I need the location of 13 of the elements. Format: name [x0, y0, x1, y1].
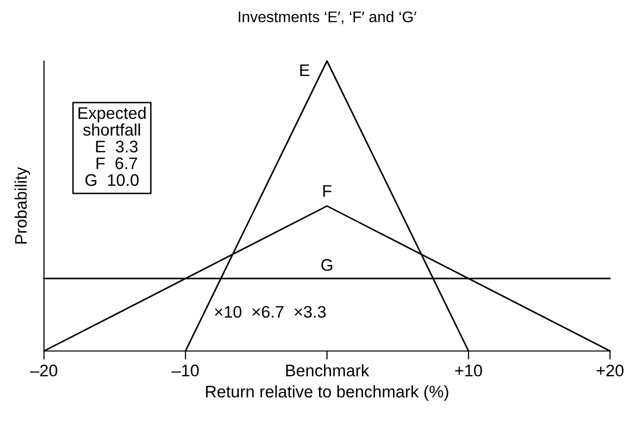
x-axis-title: Return relative to benchmark (%): [206, 385, 448, 401]
annotation: ×10 ×6.7 ×3.3: [214, 306, 326, 318]
series-label: G: [321, 259, 332, 271]
series-label: F: [323, 185, 332, 197]
x-tick-label: –10: [172, 364, 199, 376]
y-axis-title: Probability: [14, 167, 30, 244]
x-tick-label: –20: [30, 364, 58, 376]
x-tick-label: +10: [455, 364, 482, 376]
x-tick-label: Benchmark: [286, 364, 370, 376]
chart-title: Investments ‘E′, ‘F′ and ‘G′: [238, 11, 416, 24]
x-tick-label: +20: [596, 364, 624, 376]
series-label: E: [300, 64, 310, 76]
annotation: Expected shortfall E 3.3 F 6.7 G 10.0: [78, 106, 146, 186]
